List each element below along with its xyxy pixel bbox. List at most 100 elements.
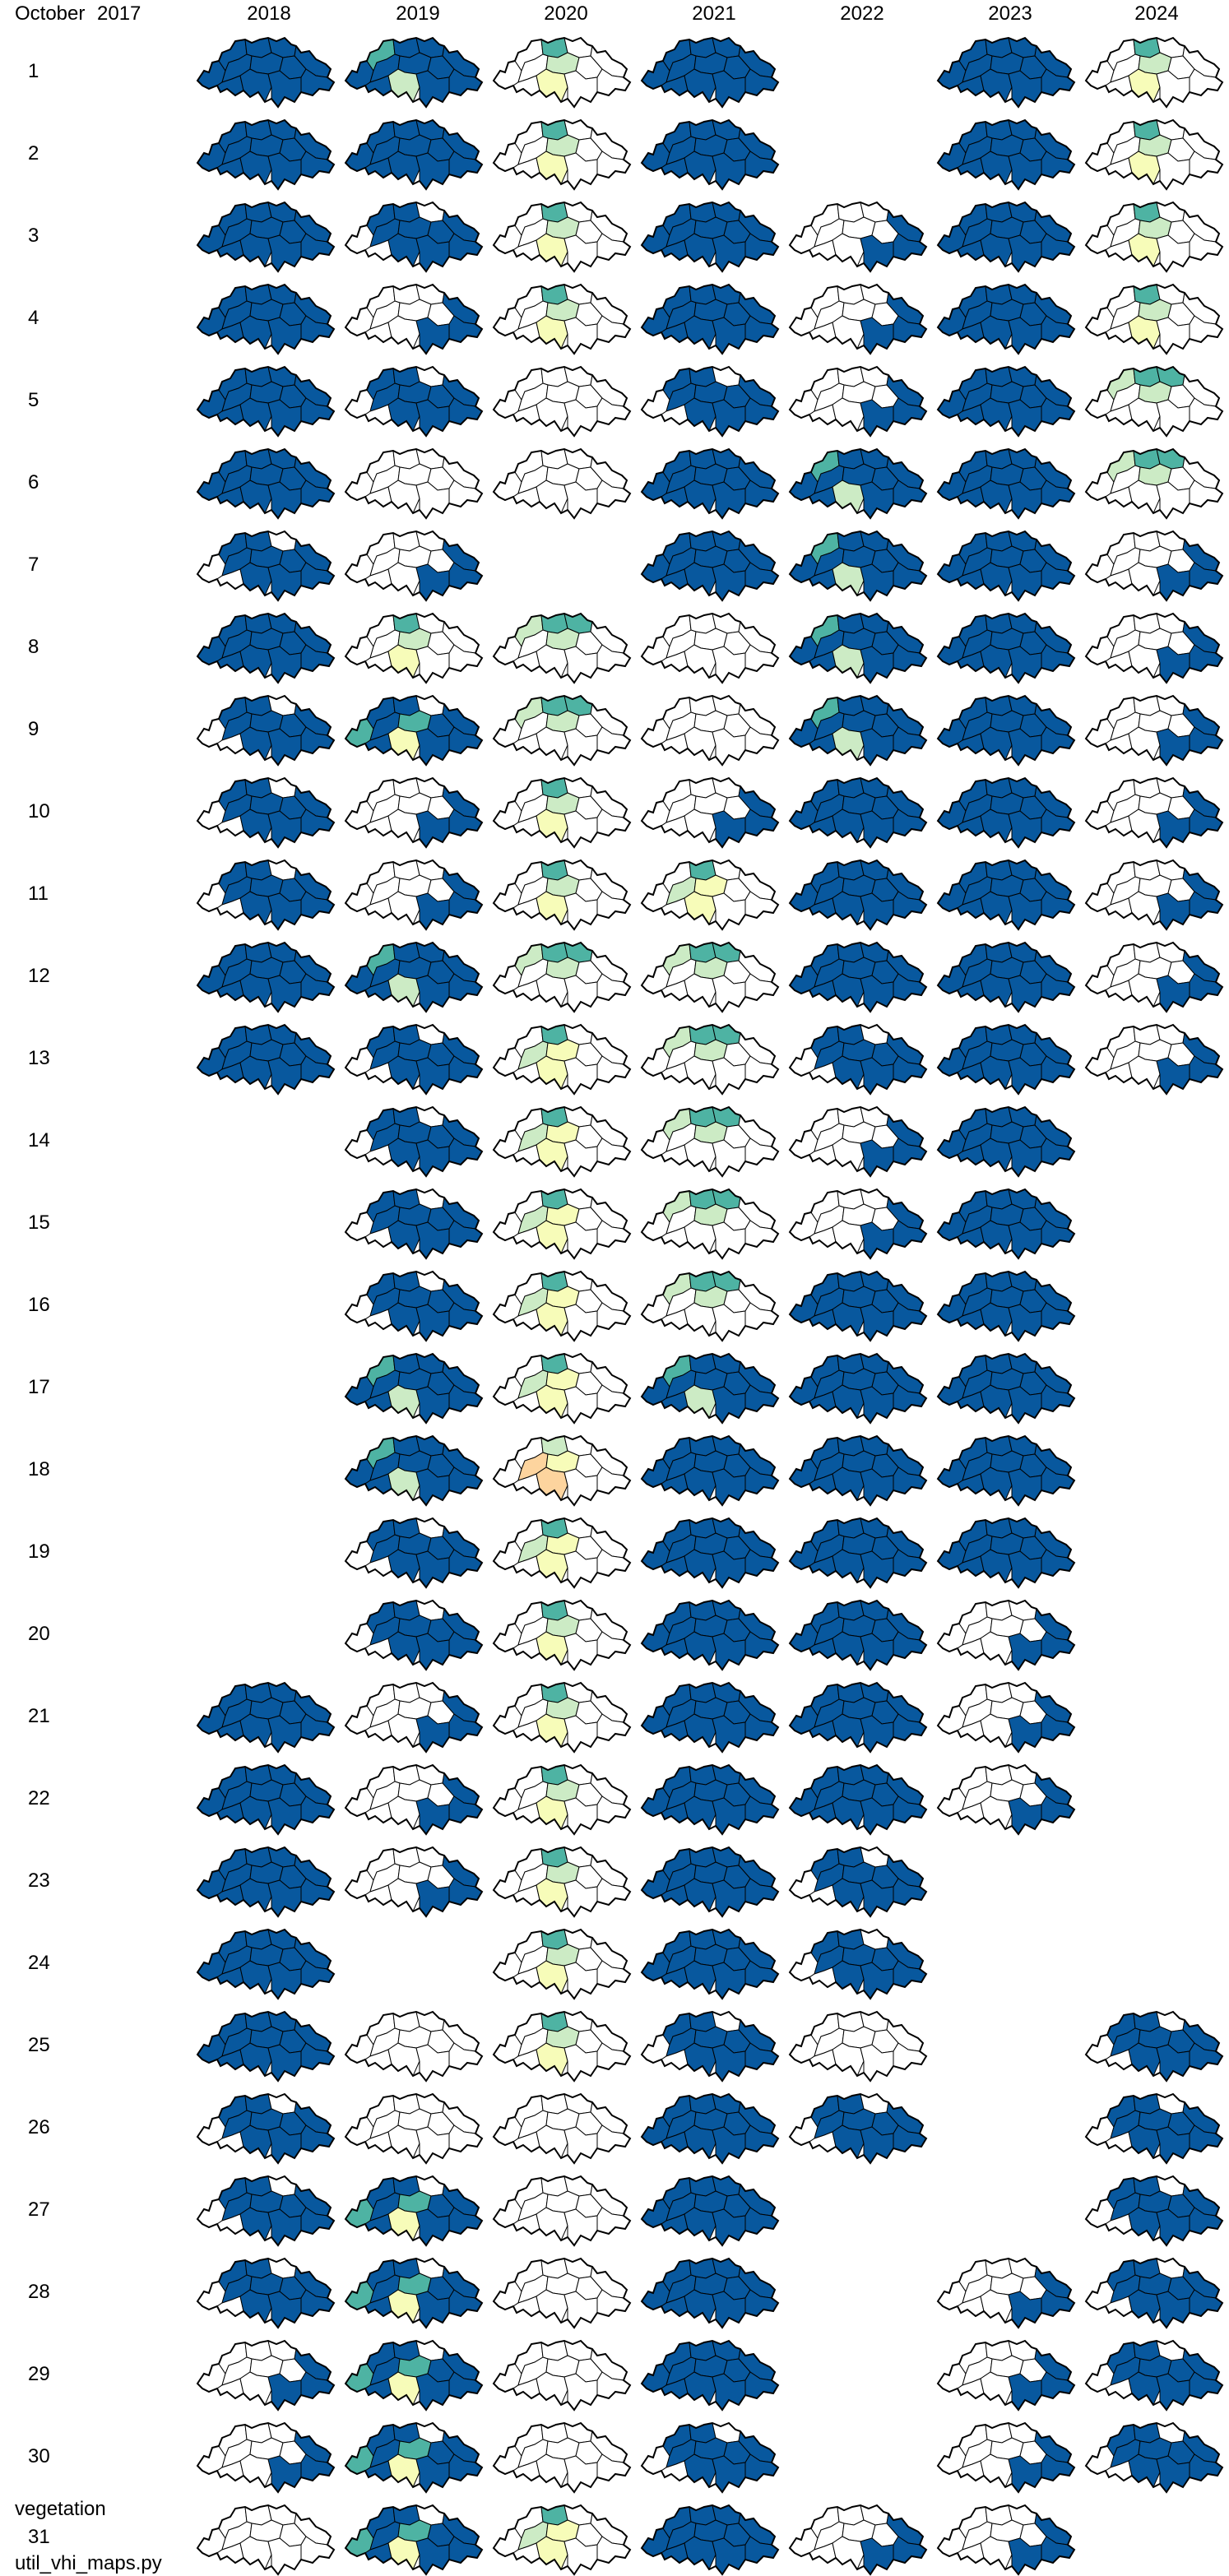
day-label-29: 29 — [28, 2363, 50, 2385]
map-2018-8 — [192, 607, 341, 684]
map-2019-26 — [341, 2087, 489, 2165]
map-2020-30 — [489, 2416, 637, 2494]
day-label-4: 4 — [28, 307, 39, 329]
map-2018-12 — [192, 936, 341, 1013]
map-2023-3 — [933, 196, 1081, 273]
map-2023-28 — [933, 2252, 1081, 2329]
map-2021-6 — [637, 442, 785, 520]
map-2020-21 — [489, 1676, 637, 1754]
map-2022-15 — [785, 1183, 933, 1260]
map-2018-4 — [192, 278, 341, 355]
map-2018-27 — [192, 2170, 341, 2247]
map-2020-20 — [489, 1594, 637, 1671]
map-2018-23 — [192, 1841, 341, 1918]
map-2024-7 — [1081, 525, 1229, 602]
map-2022-20 — [785, 1594, 933, 1671]
map-2023-6 — [933, 442, 1081, 520]
map-2019-14 — [341, 1100, 489, 1178]
map-2019-8 — [341, 607, 489, 684]
day-label-17: 17 — [28, 1376, 50, 1398]
day-label-10: 10 — [28, 800, 50, 822]
map-2024-25 — [1081, 2005, 1229, 2083]
map-2021-24 — [637, 1923, 785, 2000]
map-2019-23 — [341, 1841, 489, 1918]
map-2020-3 — [489, 196, 637, 273]
map-2021-22 — [637, 1758, 785, 1836]
map-2020-15 — [489, 1183, 637, 1260]
map-2022-25 — [785, 2005, 933, 2083]
map-2022-19 — [785, 1512, 933, 1589]
map-2020-18 — [489, 1429, 637, 1507]
map-2019-30 — [341, 2416, 489, 2494]
map-2023-11 — [933, 854, 1081, 931]
map-2023-15 — [933, 1183, 1081, 1260]
map-2021-2 — [637, 114, 785, 191]
map-2020-26 — [489, 2087, 637, 2165]
map-2021-8 — [637, 607, 785, 684]
day-label-2: 2 — [28, 142, 39, 164]
map-2021-10 — [637, 771, 785, 849]
map-2019-25 — [341, 2005, 489, 2083]
map-2021-19 — [637, 1512, 785, 1589]
map-2024-13 — [1081, 1018, 1229, 1096]
map-2023-2 — [933, 114, 1081, 191]
map-2019-19 — [341, 1512, 489, 1589]
day-label-11: 11 — [28, 883, 49, 905]
map-2018-2 — [192, 114, 341, 191]
map-2018-29 — [192, 2334, 341, 2412]
map-2019-12 — [341, 936, 489, 1013]
map-2024-26 — [1081, 2087, 1229, 2165]
map-2024-11 — [1081, 854, 1229, 931]
map-2024-12 — [1081, 936, 1229, 1013]
map-2021-5 — [637, 360, 785, 438]
vegetation-label: vegetation — [15, 2498, 106, 2520]
map-2019-20 — [341, 1594, 489, 1671]
map-2020-14 — [489, 1100, 637, 1178]
map-2018-1 — [192, 31, 341, 109]
map-2024-9 — [1081, 689, 1229, 767]
day-label-18: 18 — [28, 1458, 50, 1480]
day-label-31: 31 — [28, 2526, 50, 2548]
map-2024-1 — [1081, 31, 1229, 109]
day-label-8: 8 — [28, 636, 39, 658]
day-label-12: 12 — [28, 965, 50, 987]
map-2022-23 — [785, 1841, 933, 1918]
map-2022-17 — [785, 1347, 933, 1425]
map-2023-30 — [933, 2416, 1081, 2494]
map-2022-22 — [785, 1758, 933, 1836]
day-label-19: 19 — [28, 1541, 50, 1563]
map-2019-31 — [341, 2499, 489, 2576]
map-2021-17 — [637, 1347, 785, 1425]
day-label-28: 28 — [28, 2281, 50, 2303]
map-2019-22 — [341, 1758, 489, 1836]
footer-filename: util_vhi_maps.py — [15, 2552, 162, 2574]
map-2024-6 — [1081, 442, 1229, 520]
map-2018-30 — [192, 2416, 341, 2494]
map-2024-28 — [1081, 2252, 1229, 2329]
day-label-6: 6 — [28, 471, 39, 493]
map-2019-1 — [341, 31, 489, 109]
map-2020-16 — [489, 1265, 637, 1342]
map-2022-4 — [785, 278, 933, 355]
day-label-9: 9 — [28, 718, 39, 740]
map-2021-23 — [637, 1841, 785, 1918]
map-2018-22 — [192, 1758, 341, 1836]
map-2022-14 — [785, 1100, 933, 1178]
map-2020-8 — [489, 607, 637, 684]
map-2023-20 — [933, 1594, 1081, 1671]
day-label-21: 21 — [28, 1705, 50, 1727]
map-2018-13 — [192, 1018, 341, 1096]
map-2022-9 — [785, 689, 933, 767]
map-2023-5 — [933, 360, 1081, 438]
map-2018-26 — [192, 2087, 341, 2165]
day-label-14: 14 — [28, 1129, 50, 1151]
map-2023-9 — [933, 689, 1081, 767]
map-2018-3 — [192, 196, 341, 273]
map-2023-14 — [933, 1100, 1081, 1178]
year-label-2017: 2017 — [97, 2, 141, 25]
map-2021-1 — [637, 31, 785, 109]
map-2020-19 — [489, 1512, 637, 1589]
month-label: October — [15, 2, 86, 25]
map-2021-18 — [637, 1429, 785, 1507]
